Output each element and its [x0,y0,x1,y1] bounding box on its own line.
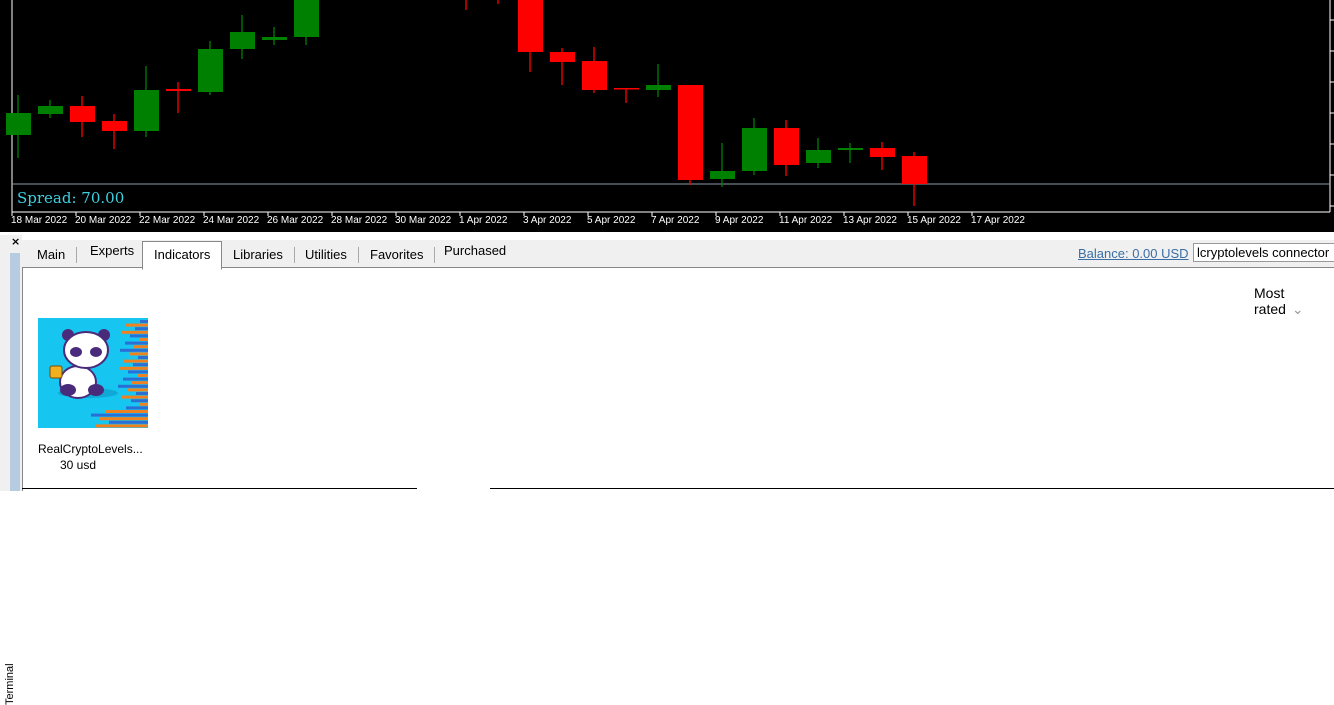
x-axis-label: 18 Mar 2022 [11,215,68,226]
candle-body [230,32,255,49]
product-price: 30 usd [59,458,97,472]
price-chart[interactable]: Spread: 70.00 18 Mar 2022 20 Mar 2022 22 M… [0,0,1334,232]
product-card[interactable]: RealCryptoLevels... 30 usd [38,318,150,472]
product-thumbnail [38,318,148,428]
candle-body [742,128,767,171]
tab-indicators[interactable]: Indicators [142,241,223,270]
x-axis-label: 15 Apr 2022 [907,215,961,226]
x-axis-label: 17 Apr 2022 [971,215,1025,226]
x-axis-label: 3 Apr 2022 [523,215,572,226]
x-axis-label: 9 Apr 2022 [715,215,764,226]
divider [490,488,1334,489]
market-tabs: Main Experts Indicators Libraries Utilities F… [22,240,1334,270]
terminal-side-tab[interactable] [10,253,20,491]
x-axis-label: 11 Apr 2022 [779,215,833,226]
candle-body [774,128,799,165]
tab-purchased[interactable]: Purchased [444,243,507,258]
x-axis-label: 1 Apr 2022 [459,215,508,226]
candle-body [166,89,191,91]
chevron-down-icon: ⌄ [1291,301,1304,317]
candle-body [678,85,703,180]
candle-body [550,52,575,62]
candle-body [262,37,287,40]
x-axis-label: 24 Mar 2022 [203,215,260,226]
candle-body [6,113,31,135]
candlestick-chart [6,0,1334,216]
tab-favorites[interactable]: Favorites [359,247,436,263]
candle-body [710,171,735,179]
candle-body [582,61,607,90]
panda-icon [49,320,148,428]
terminal-label: Terminal [4,663,16,705]
candle-body [806,150,831,163]
divider [22,488,417,489]
candle-body [870,148,895,157]
sort-dropdown[interactable]: Most rated ⌄ [1254,285,1334,318]
x-axis-label: 22 Mar 2022 [139,215,196,226]
candle-body [102,121,127,131]
x-axis-label: 7 Apr 2022 [651,215,700,226]
tab-libraries[interactable]: Libraries [222,247,295,263]
candle-body [614,88,639,90]
products-panel: Most rated ⌄ RealCryptoLevels... 30 usd [22,268,1334,491]
tab-experts[interactable]: Experts [90,243,135,258]
x-axis-label: 26 Mar 2022 [267,215,324,226]
tab-main[interactable]: Main [26,247,78,263]
candle-body [38,106,63,114]
candle-body [198,49,223,92]
x-axis-label: 13 Apr 2022 [843,215,897,226]
balance-link[interactable]: Balance: 0.00 USD [1078,246,1189,261]
product-name: RealCryptoLevels... [38,442,143,456]
close-icon[interactable]: × [11,235,21,248]
candle-body [134,90,159,131]
candle-body [518,0,543,52]
terminal-side-strip: × Terminal [0,235,22,705]
candle-body [838,148,863,150]
candle-body [902,156,927,184]
candle-body [294,0,319,37]
spread-label: Spread: 70.00 [17,189,125,207]
x-axis-label: 28 Mar 2022 [331,215,388,226]
search-input[interactable]: lcryptolevels connector [1193,243,1334,262]
candle-body [646,85,671,90]
x-axis-label: 20 Mar 2022 [75,215,132,226]
tab-utilities[interactable]: Utilities [294,247,359,263]
x-axis-label: 5 Apr 2022 [587,215,636,226]
candle-body [70,106,95,122]
sort-label: Most rated [1254,285,1286,317]
x-axis-label: 30 Mar 2022 [395,215,452,226]
